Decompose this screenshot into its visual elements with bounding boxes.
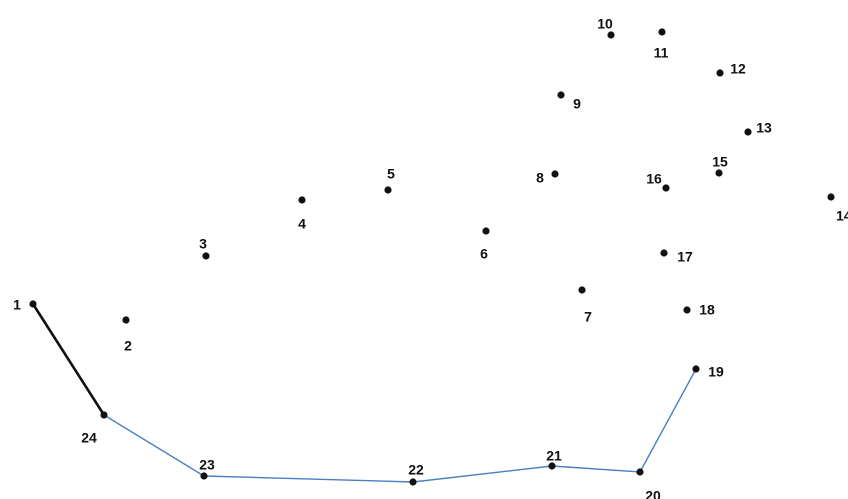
dot-marker[interactable] <box>29 300 37 308</box>
line-segment-21-20 <box>551 465 641 473</box>
dot-marker[interactable] <box>715 169 723 177</box>
dot-7[interactable]: 7 <box>578 286 592 325</box>
dot-number-label: 7 <box>584 309 592 325</box>
dot-8[interactable]: 8 <box>536 170 559 186</box>
dot-18[interactable]: 18 <box>683 302 715 318</box>
dot-number-label: 20 <box>645 488 661 499</box>
dot-number-label: 18 <box>699 302 715 318</box>
dot-number-label: 5 <box>387 166 395 182</box>
dot-number-label: 6 <box>480 246 488 262</box>
dot-number-label: 15 <box>712 154 728 170</box>
dot-marker[interactable] <box>482 227 490 235</box>
dot-marker[interactable] <box>200 472 208 480</box>
dot-number-label: 16 <box>646 171 662 187</box>
dot-number-label: 9 <box>573 96 581 112</box>
line-segment-20-19 <box>639 368 697 473</box>
dot-11[interactable]: 11 <box>654 28 669 61</box>
dot-2[interactable]: 2 <box>122 316 132 354</box>
dot-number-label: 3 <box>199 236 207 252</box>
dot-21[interactable]: 21 <box>546 448 562 470</box>
dot-number-label: 14 <box>836 208 848 224</box>
dot-9[interactable]: 9 <box>557 91 581 112</box>
dot-marker[interactable] <box>662 184 670 192</box>
dot-19[interactable]: 19 <box>692 364 724 380</box>
dot-number-label: 8 <box>536 170 544 186</box>
dot-marker[interactable] <box>660 249 668 257</box>
line-segment-24-23 <box>103 414 205 477</box>
dot-22[interactable]: 22 <box>408 462 424 486</box>
dot-17[interactable]: 17 <box>660 249 693 265</box>
dot-3[interactable]: 3 <box>199 236 210 260</box>
dot-number-label: 17 <box>677 249 693 265</box>
dot-marker[interactable] <box>607 31 615 39</box>
dot-20[interactable]: 20 <box>636 468 661 499</box>
dot-marker[interactable] <box>716 69 724 77</box>
dot-marker[interactable] <box>827 193 835 201</box>
dot-number-label: 24 <box>81 430 97 446</box>
dot-number-label: 2 <box>124 338 132 354</box>
dot-marker[interactable] <box>409 478 417 486</box>
dot-number-label: 23 <box>199 457 215 473</box>
dot-5[interactable]: 5 <box>384 166 395 194</box>
dot-1[interactable]: 1 <box>13 297 37 313</box>
line-segment-22-21 <box>412 465 553 483</box>
dot-marker[interactable] <box>298 196 306 204</box>
dot-number-label: 1 <box>13 297 21 313</box>
dot-4[interactable]: 4 <box>298 196 306 232</box>
dot-marker[interactable] <box>636 468 644 476</box>
dot-10[interactable]: 10 <box>597 16 615 39</box>
dot-number-label: 10 <box>597 16 613 32</box>
dot-number-label: 12 <box>730 61 746 77</box>
dot-15[interactable]: 15 <box>712 154 728 177</box>
dot-marker[interactable] <box>658 28 666 36</box>
dot-marker[interactable] <box>122 316 130 324</box>
dot-marker[interactable] <box>100 411 108 419</box>
dot-number-label: 19 <box>708 364 724 380</box>
line-segment-1-24 <box>31 302 106 417</box>
dot-14[interactable]: 14 <box>827 193 848 224</box>
dot-marker[interactable] <box>744 128 752 136</box>
dot-6[interactable]: 6 <box>480 227 490 262</box>
dot-12[interactable]: 12 <box>716 61 746 77</box>
dot-23[interactable]: 23 <box>199 457 215 480</box>
dot-16[interactable]: 16 <box>646 171 670 192</box>
dot-marker[interactable] <box>692 365 700 373</box>
dot-marker[interactable] <box>384 186 392 194</box>
drawn-lines <box>31 302 697 483</box>
dot-number-label: 22 <box>408 462 424 478</box>
dot-number-label: 21 <box>546 448 562 464</box>
dot-marker[interactable] <box>683 306 691 314</box>
dot-number-label: 11 <box>654 45 669 61</box>
dot-marker[interactable] <box>548 462 556 470</box>
dot-marker[interactable] <box>202 252 210 260</box>
dot-number-label: 13 <box>756 120 772 136</box>
dot-number-label: 4 <box>298 216 306 232</box>
dot-13[interactable]: 13 <box>744 120 772 136</box>
dot-marker[interactable] <box>578 286 586 294</box>
line-segment-23-22 <box>203 475 414 483</box>
dot-marker[interactable] <box>557 91 565 99</box>
dot-24[interactable]: 24 <box>81 411 108 446</box>
dot-marker[interactable] <box>551 170 559 178</box>
